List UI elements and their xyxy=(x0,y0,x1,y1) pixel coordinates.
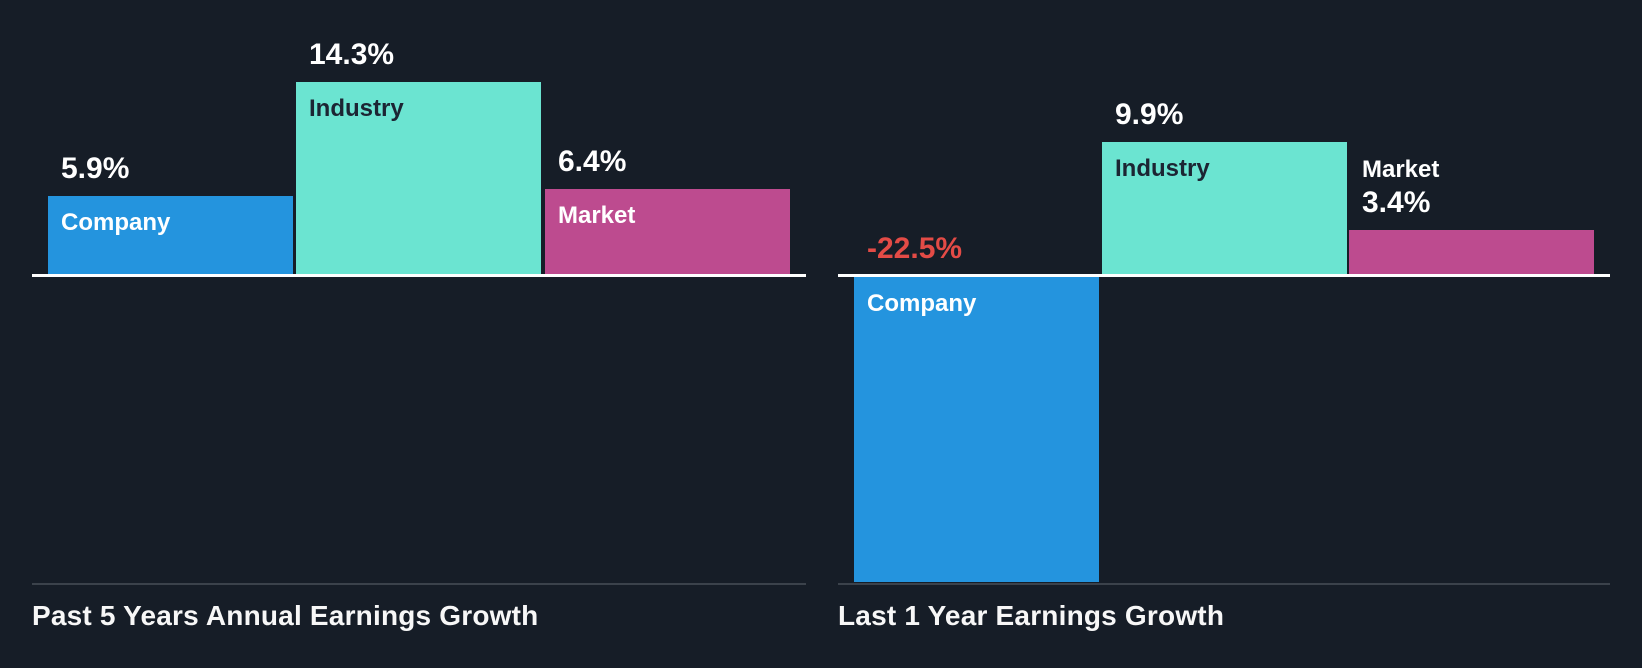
bar-label-industry: Industry xyxy=(1115,155,1210,182)
value-label-market: 6.4% xyxy=(558,145,627,178)
bar-market xyxy=(1349,230,1594,276)
bar-label-company: Company xyxy=(867,290,977,317)
chart-title: Last 1 Year Earnings Growth xyxy=(838,600,1225,631)
bar-label-market: Market xyxy=(558,202,636,229)
bar-market xyxy=(545,189,790,276)
chart-title: Past 5 Years Annual Earnings Growth xyxy=(32,600,539,631)
value-label-company: 5.9% xyxy=(61,152,130,185)
value-label-industry: 14.3% xyxy=(309,38,395,71)
bar-industry xyxy=(296,82,541,276)
x-axis-baseline xyxy=(838,274,1610,277)
bar-company xyxy=(48,196,293,276)
value-label-company: -22.5% xyxy=(867,232,963,265)
x-axis-baseline xyxy=(32,274,806,277)
chart-last-1-year-earnings-growth: -22.5% Company 9.9% Industry 3.4% Market Last… xyxy=(838,0,1610,668)
bar-company xyxy=(854,277,1099,582)
bar-label-company: Company xyxy=(61,209,171,236)
value-label-industry: 9.9% xyxy=(1115,98,1184,131)
bar-label-industry: Industry xyxy=(309,95,404,122)
bar-industry xyxy=(1102,142,1347,276)
divider-line xyxy=(838,583,1610,585)
bar-label-market: Market xyxy=(1362,156,1440,183)
chart-past-5-years-annual-earnings-growth: 5.9% Company 14.3% Industry 6.4% Market Past … xyxy=(32,0,806,668)
value-label-market: 3.4% xyxy=(1362,186,1431,219)
divider-line xyxy=(32,583,806,585)
